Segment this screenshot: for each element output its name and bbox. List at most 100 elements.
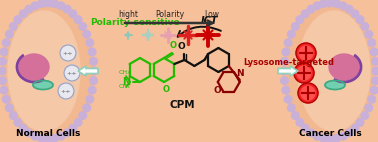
- Text: Normal Cells: Normal Cells: [16, 129, 80, 138]
- Circle shape: [298, 83, 318, 103]
- Circle shape: [296, 16, 304, 23]
- Circle shape: [372, 67, 378, 75]
- Circle shape: [14, 16, 22, 23]
- Text: Low: Low: [204, 10, 220, 19]
- Circle shape: [31, 2, 39, 10]
- Circle shape: [51, 0, 58, 8]
- Circle shape: [9, 112, 17, 119]
- Ellipse shape: [19, 54, 49, 80]
- Text: hight: hight: [118, 10, 138, 19]
- Circle shape: [57, 2, 65, 10]
- Circle shape: [0, 86, 8, 94]
- Circle shape: [326, 135, 334, 142]
- Ellipse shape: [325, 81, 345, 89]
- Text: O: O: [163, 85, 169, 94]
- Circle shape: [280, 67, 288, 75]
- Circle shape: [9, 23, 17, 30]
- Circle shape: [296, 119, 304, 126]
- Circle shape: [356, 16, 364, 23]
- Circle shape: [333, 134, 340, 142]
- Ellipse shape: [33, 81, 53, 89]
- Circle shape: [64, 65, 80, 81]
- Circle shape: [282, 86, 290, 94]
- Circle shape: [307, 5, 315, 13]
- Text: O: O: [169, 41, 177, 50]
- Circle shape: [284, 95, 292, 103]
- Circle shape: [86, 95, 94, 103]
- Circle shape: [291, 23, 299, 30]
- Circle shape: [79, 23, 87, 30]
- Circle shape: [44, 135, 52, 142]
- Circle shape: [19, 124, 27, 132]
- Text: ++: ++: [63, 51, 73, 56]
- Circle shape: [83, 104, 90, 112]
- Text: N: N: [122, 77, 130, 87]
- Circle shape: [88, 86, 96, 94]
- Circle shape: [307, 129, 315, 137]
- Circle shape: [0, 58, 6, 65]
- Circle shape: [320, 0, 327, 8]
- Circle shape: [370, 86, 378, 94]
- Circle shape: [339, 132, 347, 140]
- Circle shape: [69, 124, 77, 132]
- Circle shape: [372, 77, 378, 84]
- Circle shape: [44, 0, 52, 7]
- Circle shape: [297, 66, 311, 80]
- Circle shape: [288, 30, 295, 38]
- Circle shape: [368, 95, 376, 103]
- Text: O: O: [178, 42, 185, 51]
- Text: ICT: ICT: [200, 16, 218, 26]
- Circle shape: [31, 132, 39, 140]
- Circle shape: [351, 10, 359, 18]
- Circle shape: [63, 129, 71, 137]
- Circle shape: [333, 0, 340, 8]
- Circle shape: [361, 23, 369, 30]
- Circle shape: [372, 58, 378, 65]
- Circle shape: [313, 132, 321, 140]
- Circle shape: [345, 129, 353, 137]
- Circle shape: [69, 10, 77, 18]
- Text: CPM: CPM: [169, 100, 195, 110]
- Circle shape: [0, 67, 6, 75]
- Circle shape: [86, 39, 94, 47]
- Circle shape: [14, 119, 22, 126]
- Circle shape: [299, 46, 313, 60]
- Circle shape: [60, 45, 76, 61]
- Circle shape: [281, 58, 288, 65]
- Circle shape: [356, 119, 364, 126]
- Circle shape: [301, 86, 315, 100]
- Circle shape: [0, 48, 8, 56]
- Circle shape: [51, 134, 58, 142]
- Circle shape: [79, 112, 87, 119]
- Circle shape: [74, 16, 82, 23]
- Text: ++: ++: [61, 88, 71, 93]
- Text: CH₃: CH₃: [118, 70, 130, 75]
- Circle shape: [288, 104, 295, 112]
- Circle shape: [0, 77, 6, 84]
- Circle shape: [74, 119, 82, 126]
- Text: N: N: [236, 69, 243, 78]
- Circle shape: [339, 2, 347, 10]
- Circle shape: [301, 10, 309, 18]
- Circle shape: [19, 10, 27, 18]
- Ellipse shape: [8, 11, 80, 131]
- Circle shape: [296, 43, 316, 63]
- Circle shape: [38, 134, 45, 142]
- Ellipse shape: [298, 11, 370, 131]
- Circle shape: [313, 2, 321, 10]
- Circle shape: [83, 30, 90, 38]
- Circle shape: [284, 39, 292, 47]
- Text: O: O: [214, 86, 222, 95]
- Circle shape: [361, 112, 369, 119]
- Circle shape: [90, 67, 98, 75]
- Circle shape: [368, 39, 376, 47]
- Circle shape: [351, 124, 359, 132]
- Circle shape: [2, 95, 10, 103]
- Circle shape: [58, 83, 74, 99]
- Circle shape: [294, 63, 314, 83]
- Text: Lysosome-targeted: Lysosome-targeted: [243, 58, 335, 67]
- Circle shape: [320, 134, 327, 142]
- Circle shape: [291, 112, 299, 119]
- Circle shape: [25, 129, 33, 137]
- Ellipse shape: [2, 3, 94, 139]
